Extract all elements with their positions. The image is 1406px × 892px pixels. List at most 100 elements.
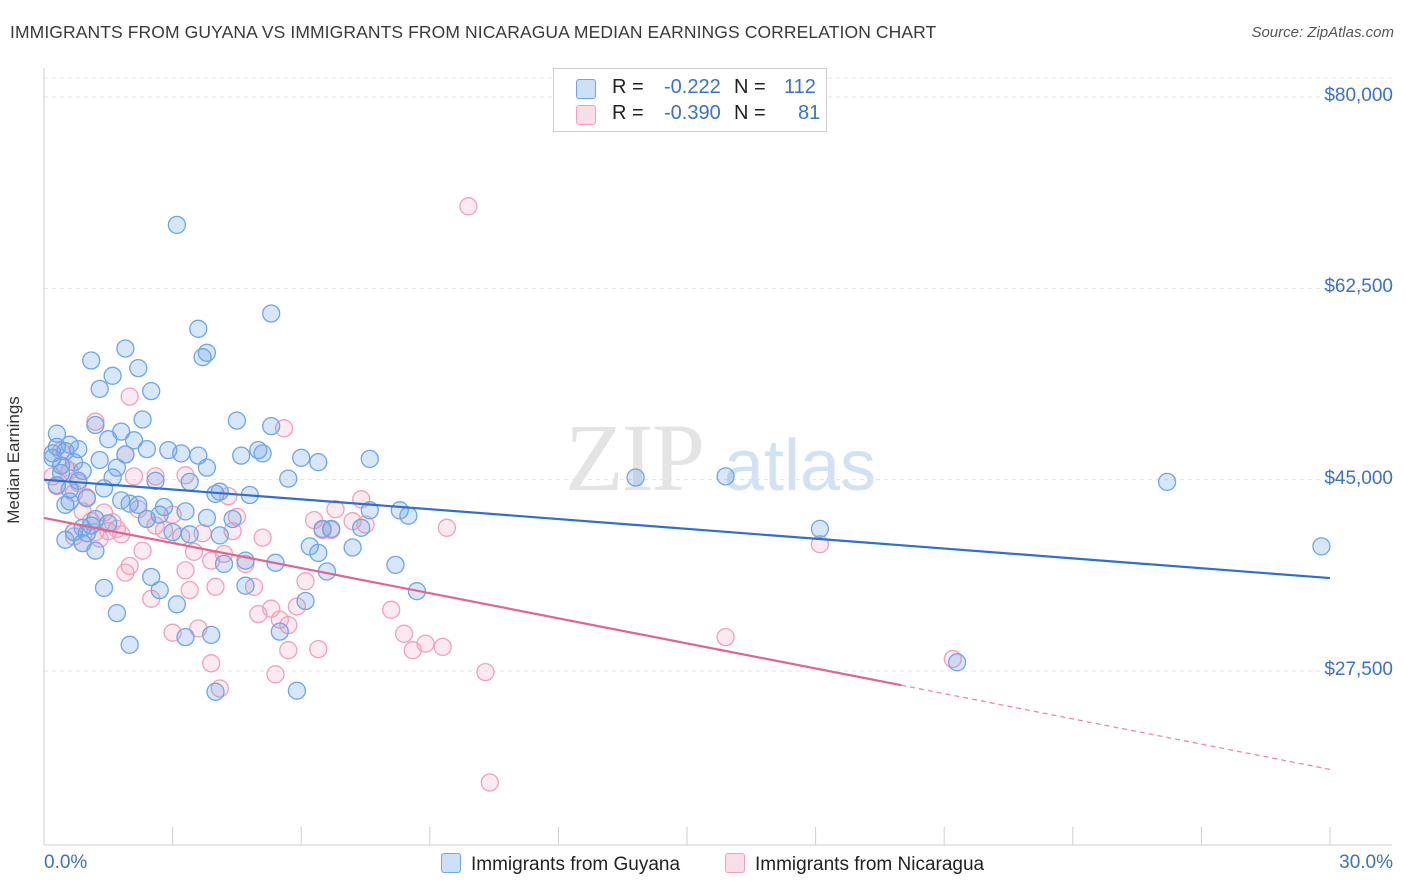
data-point	[326, 500, 345, 519]
data-point	[262, 304, 281, 323]
data-point	[232, 446, 251, 465]
data-point	[476, 662, 495, 682]
data-point	[236, 576, 255, 595]
trend-lines	[43, 478, 1331, 771]
legend-swatch-nicaragua	[576, 105, 596, 125]
legend-item-nicaragua[interactable]: Immigrants from Nicaragua	[725, 853, 984, 876]
data-point	[99, 514, 118, 533]
legend-r-label: R =	[612, 76, 644, 98]
data-point	[116, 563, 135, 582]
watermark: ZIP atlas	[565, 404, 876, 511]
data-point	[360, 501, 379, 520]
data-point	[43, 448, 62, 467]
data-point	[197, 508, 217, 528]
data-point	[399, 506, 418, 525]
data-point	[459, 197, 478, 216]
data-point	[86, 541, 105, 560]
data-point	[90, 450, 109, 470]
data-point	[107, 603, 127, 623]
data-point	[810, 519, 830, 539]
data-point	[227, 411, 247, 430]
data-point	[150, 580, 169, 600]
data-point	[167, 215, 187, 235]
data-point	[480, 773, 499, 792]
data-point	[47, 424, 67, 443]
data-point	[1157, 472, 1177, 492]
data-point	[150, 505, 169, 524]
data-point	[309, 453, 328, 472]
data-point	[180, 472, 199, 492]
x-tick-max: 30.0%	[1339, 852, 1393, 873]
y-tick-label: $45,000	[1324, 467, 1393, 489]
data-point	[433, 637, 452, 657]
data-point	[124, 467, 144, 486]
data-point	[279, 641, 298, 660]
data-point	[94, 578, 114, 598]
data-point	[172, 444, 191, 463]
data-point	[120, 635, 139, 654]
data-point	[56, 530, 75, 549]
data-point	[206, 577, 225, 596]
chart-title: IMMIGRANTS FROM GUYANA VS IMMIGRANTS FRO…	[10, 22, 937, 42]
data-point	[77, 524, 97, 543]
data-point	[236, 551, 255, 570]
data-point	[716, 627, 735, 647]
data-point	[947, 653, 967, 672]
data-point	[116, 339, 135, 358]
data-point	[167, 595, 187, 614]
data-point	[69, 439, 88, 459]
data-point	[292, 448, 311, 467]
data-point	[137, 439, 157, 459]
data-point	[206, 682, 225, 701]
data-point	[343, 538, 362, 557]
legend-swatch-guyana	[441, 853, 461, 873]
data-point	[146, 467, 165, 486]
data-point	[180, 525, 199, 544]
trend-line-guyana	[43, 478, 1331, 580]
data-point	[266, 665, 285, 684]
data-point	[296, 591, 315, 611]
data-point	[60, 435, 79, 454]
legend-swatch-guyana	[576, 79, 596, 99]
legend-label-nicaragua: Immigrants from Nicaragua	[755, 854, 985, 875]
legend-label-guyana: Immigrants from Guyana	[471, 854, 681, 875]
data-point	[352, 518, 371, 537]
data-point	[296, 572, 315, 591]
y-tick-label: $27,500	[1324, 659, 1393, 680]
legend-r-value: -0.222	[664, 76, 721, 98]
data-point	[60, 480, 79, 499]
trend-line-nicaragua-extrapolated	[901, 684, 1331, 771]
series-guyana-points	[43, 215, 1331, 701]
data-point	[626, 468, 645, 487]
legend-item-guyana[interactable]: Immigrants from Guyana	[441, 853, 680, 876]
data-point	[253, 444, 272, 463]
data-point	[279, 469, 298, 488]
data-point	[262, 416, 281, 436]
data-point	[142, 567, 161, 587]
data-point	[116, 445, 135, 464]
data-point	[437, 518, 457, 537]
data-point	[129, 358, 148, 378]
source-credit: Source: ZipAtlas.com	[1251, 24, 1394, 41]
y-tick-label: $62,500	[1324, 276, 1393, 298]
data-point	[360, 449, 379, 469]
data-point	[394, 624, 414, 643]
stats-legend: R = -0.222 N = 112 R = -0.390 N = 81	[553, 68, 827, 132]
data-point	[214, 554, 234, 574]
data-point	[202, 654, 221, 673]
data-point	[176, 561, 195, 580]
data-point	[210, 526, 229, 545]
legend-swatch-nicaragua	[725, 853, 745, 873]
data-point	[133, 410, 152, 429]
data-point	[189, 319, 208, 338]
data-point	[176, 502, 195, 521]
legend-n-value: 112	[784, 76, 816, 98]
legend-n-label: N =	[734, 76, 766, 98]
data-point	[249, 604, 268, 624]
watermark-atlas: atlas	[724, 426, 876, 506]
data-point	[82, 351, 101, 370]
watermark-zip: ZIP	[565, 404, 703, 511]
data-point	[270, 622, 289, 641]
data-point	[120, 387, 139, 406]
